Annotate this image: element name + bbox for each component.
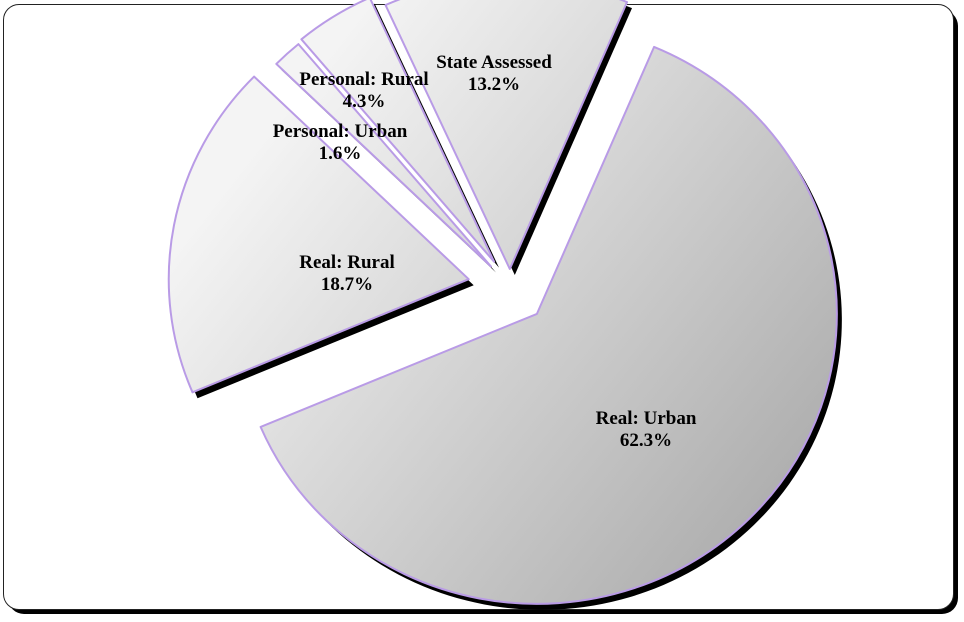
slice-category-label: Real: Urban [596, 408, 697, 429]
slice-value-label: 62.3% [620, 430, 672, 451]
slice-value-label: 18.7% [321, 274, 373, 295]
slice-value-label: 1.6% [319, 143, 362, 164]
slice-category-label: State Assessed [436, 52, 552, 73]
slice-category-label: Personal: Urban [273, 121, 408, 142]
slice-category-label: Real: Rural [299, 252, 395, 273]
slice-value-label: 13.2% [468, 74, 520, 95]
slice-category-label: Personal: Rural [299, 69, 428, 90]
slice-value-label: 4.3% [343, 91, 386, 112]
